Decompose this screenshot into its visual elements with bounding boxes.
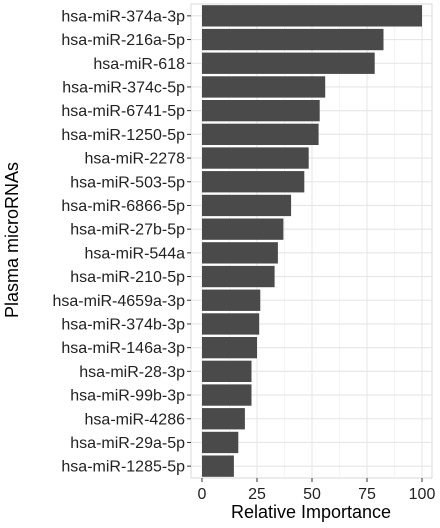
bar-hsa-miR-503-5p (202, 171, 305, 193)
x-tick-label: 25 (248, 486, 266, 503)
category-label: hsa-miR-4286 (85, 411, 186, 428)
bar-hsa-miR-618 (202, 52, 375, 74)
category-label: hsa-miR-374c-5p (62, 79, 185, 96)
bars (202, 5, 422, 477)
category-label: hsa-miR-28-3p (79, 364, 185, 381)
category-label: hsa-miR-4659a-3p (52, 293, 185, 310)
bar-hsa-miR-1285-5p (202, 455, 234, 477)
bar-hsa-miR-4659a-3p (202, 289, 261, 311)
category-label: hsa-miR-29a-5p (70, 435, 185, 452)
x-tick-label: 50 (303, 486, 321, 503)
x-axis-title: Relative Importance (231, 502, 391, 522)
bar-hsa-miR-4286 (202, 408, 245, 430)
bar-hsa-miR-374a-3p (202, 5, 422, 27)
category-label: hsa-miR-374a-3p (61, 8, 185, 25)
category-label: hsa-miR-544a (85, 245, 186, 262)
x-tick-label: 0 (198, 486, 207, 503)
category-label: hsa-miR-210-5p (70, 269, 185, 286)
bar-hsa-miR-6866-5p (202, 194, 292, 217)
bar-hsa-miR-99b-3p (202, 384, 252, 406)
category-label: hsa-miR-1285-5p (61, 459, 185, 476)
bar-hsa-miR-216a-5p (202, 28, 384, 51)
category-labels: hsa-miR-374a-3p hsa-miR-216a-5p hsa-miR-61… (52, 8, 191, 476)
category-label: hsa-miR-1250-5p (61, 127, 185, 144)
bar-hsa-miR-28-3p (202, 360, 252, 383)
bar-hsa-miR-27b-5p (202, 218, 284, 240)
category-label: hsa-miR-216a-5p (61, 32, 185, 49)
grid-lines (190, 3, 433, 479)
bar-hsa-miR-2278 (202, 147, 309, 169)
category-label: hsa-miR-146a-3p (61, 340, 185, 357)
category-label: hsa-miR-6866-5p (61, 198, 185, 215)
category-label: hsa-miR-2278 (85, 151, 186, 168)
y-axis-title: Plasma microRNAs (2, 162, 22, 318)
bar-hsa-miR-6741-5p (202, 99, 320, 122)
bar-hsa-miR-29a-5p (202, 431, 239, 454)
bar-hsa-miR-1250-5p (202, 123, 319, 146)
x-tick-label: 75 (358, 486, 376, 503)
bar-hsa-miR-374b-3p (202, 313, 260, 335)
category-label: hsa-miR-503-5p (70, 174, 185, 191)
bar-hsa-miR-374c-5p (202, 76, 326, 98)
x-tick-labels: 0 25 50 75 100 (198, 478, 436, 503)
category-label: hsa-miR-6741-5p (61, 103, 185, 120)
category-label: hsa-miR-374b-3p (61, 316, 185, 333)
bar-hsa-miR-210-5p (202, 265, 275, 288)
bar-hsa-miR-544a (202, 242, 278, 264)
bar-hsa-miR-146a-3p (202, 336, 257, 359)
category-label: hsa-miR-27b-5p (70, 222, 185, 239)
category-label: hsa-miR-618 (93, 56, 185, 73)
category-label: hsa-miR-99b-3p (70, 388, 185, 405)
x-tick-label: 100 (409, 486, 436, 503)
